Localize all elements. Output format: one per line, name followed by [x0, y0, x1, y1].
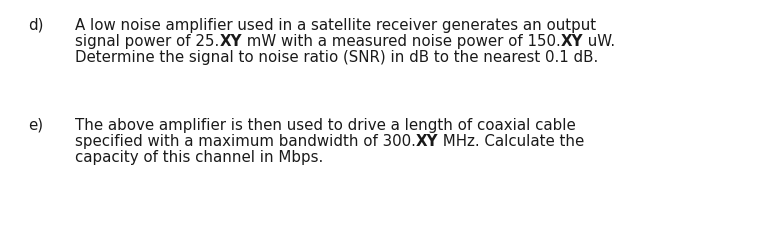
Text: A low noise amplifier used in a satellite receiver generates an output: A low noise amplifier used in a satellit…: [75, 18, 596, 33]
Text: mW with a measured noise power of 150.: mW with a measured noise power of 150.: [242, 34, 561, 49]
Text: MHz. Calculate the: MHz. Calculate the: [438, 134, 584, 149]
Text: d): d): [28, 18, 43, 33]
Text: The above amplifier is then used to drive a length of coaxial cable: The above amplifier is then used to driv…: [75, 118, 576, 133]
Text: uW.: uW.: [583, 34, 615, 49]
Text: capacity of this channel in Mbps.: capacity of this channel in Mbps.: [75, 150, 323, 165]
Text: XY: XY: [219, 34, 242, 49]
Text: specified with a maximum bandwidth of 300.: specified with a maximum bandwidth of 30…: [75, 134, 416, 149]
Text: XY: XY: [561, 34, 583, 49]
Text: XY: XY: [416, 134, 438, 149]
Text: e): e): [28, 118, 43, 133]
Text: Determine the signal to noise ratio (SNR) in dB to the nearest 0.1 dB.: Determine the signal to noise ratio (SNR…: [75, 50, 598, 65]
Text: signal power of 25.: signal power of 25.: [75, 34, 219, 49]
